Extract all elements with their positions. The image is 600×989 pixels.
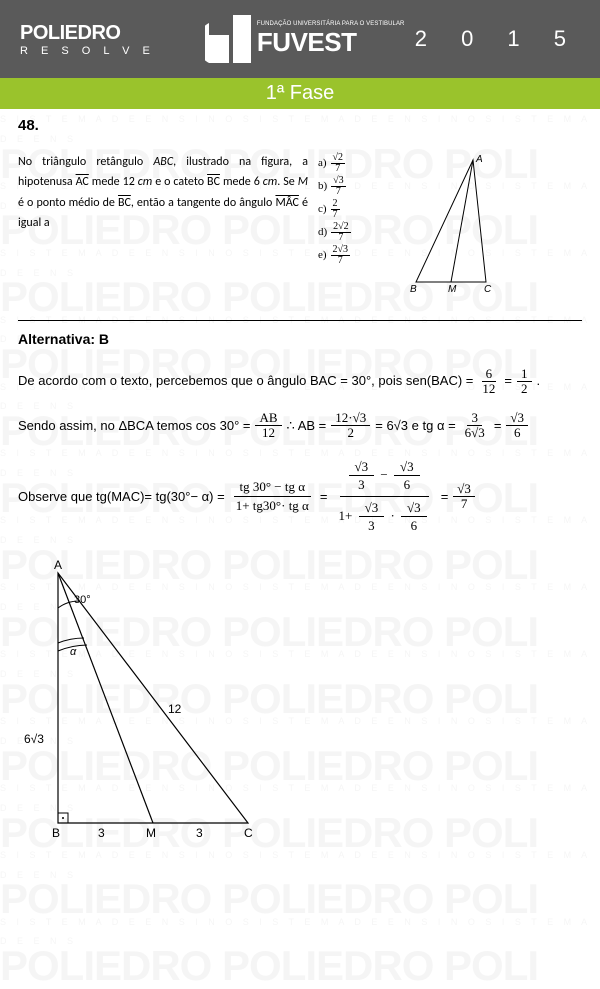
alt-d: d)2√27 [318, 221, 378, 244]
page-header: POLIEDRO R E S O L V E FUNDAÇÃO UNIVERSI… [0, 0, 600, 78]
svg-text:B: B [410, 284, 417, 295]
question-number: 48. [18, 117, 582, 134]
big-triangle-figure: A 30° α 12 6√3 B 3 M 3 C [18, 553, 582, 848]
alternatives-list: a)√27 b)√37 c)27 d)2√27 e)2√37 [318, 152, 378, 300]
svg-text:A: A [54, 558, 62, 572]
fuvest-big-text: FUVEST [257, 27, 405, 58]
svg-text:30°: 30° [74, 594, 91, 606]
solution-line-3: Observe que tg(MAC)= tg(30°− α) = tg 30°… [18, 456, 582, 538]
divider [18, 320, 582, 321]
phase-bar: 1ª Fase [0, 78, 600, 109]
svg-text:C: C [244, 826, 253, 840]
small-triangle-figure: A B M C [388, 152, 498, 300]
solution-text: De acordo com o texto, percebemos que o … [18, 367, 582, 537]
logo-subtext: R E S O L V E [20, 45, 155, 57]
svg-text:C: C [484, 284, 492, 295]
fuvest-small-text: FUNDAÇÃO UNIVERSITÁRIA PARA O VESTIBULAR [257, 21, 405, 27]
poliedro-logo: POLIEDRO R E S O L V E [20, 22, 155, 57]
logo-text: POLIEDRO [20, 22, 155, 45]
svg-text:3: 3 [196, 826, 203, 840]
alt-b: b)√37 [318, 175, 378, 198]
problem-text: No triângulo retângulo ABC, ilustrado na… [18, 152, 308, 300]
problem-area: No triângulo retângulo ABC, ilustrado na… [18, 152, 582, 300]
solution-line-2: Sendo assim, no ΔBCA temos cos 30° = AB1… [18, 411, 582, 439]
svg-text:M: M [448, 284, 457, 295]
alt-c: c)27 [318, 198, 378, 221]
svg-text:α: α [70, 646, 77, 658]
svg-text:A: A [475, 154, 483, 165]
svg-text:3: 3 [98, 826, 105, 840]
fuvest-icon [205, 15, 251, 63]
svg-text:B: B [52, 826, 60, 840]
svg-text:12: 12 [168, 702, 182, 716]
alt-a: a)√27 [318, 152, 378, 175]
fuvest-logo: FUNDAÇÃO UNIVERSITÁRIA PARA O VESTIBULAR… [205, 15, 405, 63]
svg-text:M: M [146, 826, 156, 840]
svg-text:6√3: 6√3 [24, 732, 44, 746]
exam-year: 2 0 1 5 [415, 26, 580, 52]
alt-e: e)2√37 [318, 244, 378, 267]
solution-line-1: De acordo com o texto, percebemos que o … [18, 367, 582, 395]
answer-label: Alternativa: B [18, 331, 582, 347]
